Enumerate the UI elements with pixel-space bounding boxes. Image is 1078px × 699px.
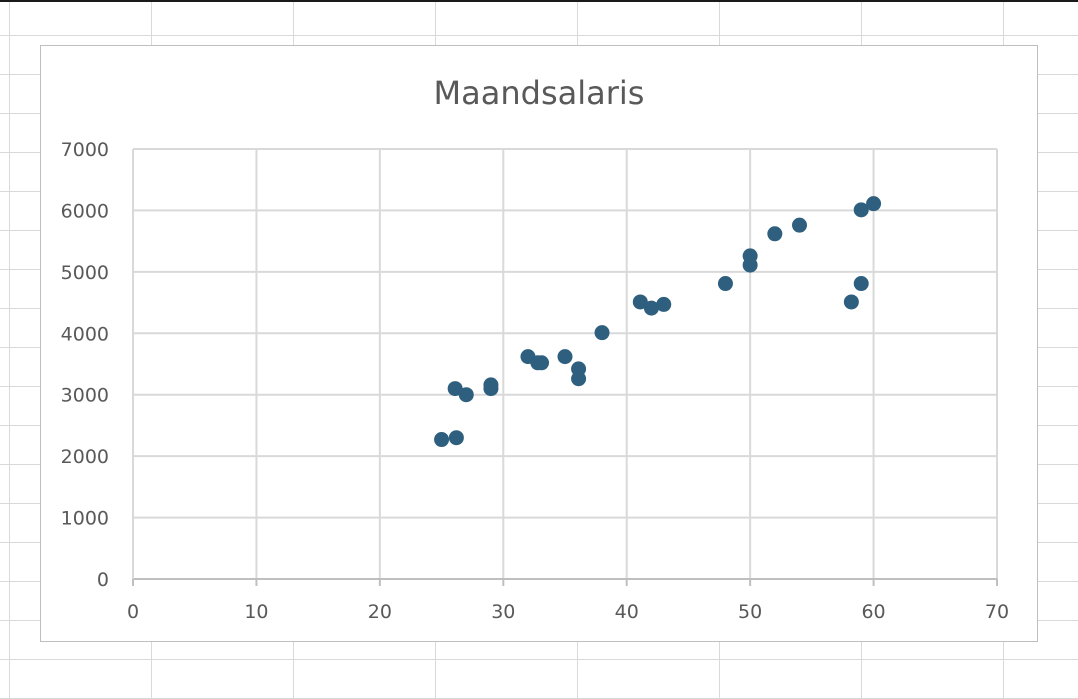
data-point[interactable] xyxy=(767,226,783,242)
scatter-chart[interactable]: Maandsalaris 0 1000 2000 3000 4000 5000 6000 70… xyxy=(40,45,1038,642)
y-tick-label: 6000 xyxy=(61,200,109,222)
axes xyxy=(132,149,998,586)
y-tick-label: 4000 xyxy=(61,323,109,345)
x-tick-label: 60 xyxy=(861,601,885,623)
y-tick-label: 2000 xyxy=(61,446,109,468)
x-tick-label: 20 xyxy=(368,601,392,623)
data-point[interactable] xyxy=(843,294,859,310)
x-tick-label: 50 xyxy=(738,601,762,623)
data-point[interactable] xyxy=(447,381,463,397)
data-point[interactable] xyxy=(717,276,733,292)
y-tick-label: 7000 xyxy=(61,139,109,161)
x-tick-label: 30 xyxy=(491,601,515,623)
data-point[interactable] xyxy=(643,300,659,316)
data-point[interactable] xyxy=(742,248,758,264)
data-points xyxy=(434,196,882,448)
data-point[interactable] xyxy=(434,432,450,448)
data-point[interactable] xyxy=(483,377,499,393)
x-tick-labels: 0 10 20 30 40 50 60 70 xyxy=(127,601,1009,623)
data-point[interactable] xyxy=(853,276,869,292)
data-point[interactable] xyxy=(792,217,808,233)
data-point[interactable] xyxy=(557,349,573,365)
y-tick-label: 5000 xyxy=(61,262,109,284)
data-point[interactable] xyxy=(571,361,587,377)
x-tick-label: 0 xyxy=(127,601,139,623)
chart-title: Maandsalaris xyxy=(433,74,645,112)
y-tick-labels: 0 1000 2000 3000 4000 5000 6000 7000 xyxy=(61,139,109,591)
x-tick-label: 70 xyxy=(985,601,1009,623)
y-tick-label: 1000 xyxy=(61,508,109,530)
gridlines xyxy=(133,148,998,579)
data-point[interactable] xyxy=(632,294,648,310)
data-point[interactable] xyxy=(853,202,869,218)
y-tick-label: 0 xyxy=(97,569,109,591)
data-point[interactable] xyxy=(458,387,474,403)
data-point[interactable] xyxy=(534,355,550,371)
window-top-border xyxy=(0,0,1078,2)
x-tick-label: 40 xyxy=(615,601,639,623)
data-point[interactable] xyxy=(866,196,882,212)
data-point[interactable] xyxy=(656,296,672,312)
plot-area: 0 1000 2000 3000 4000 5000 6000 7000 0 10 20 30 40 5… xyxy=(61,139,1009,623)
x-tick-label: 10 xyxy=(244,601,268,623)
data-point[interactable] xyxy=(448,430,464,446)
y-tick-label: 3000 xyxy=(61,385,109,407)
data-point[interactable] xyxy=(594,325,610,341)
